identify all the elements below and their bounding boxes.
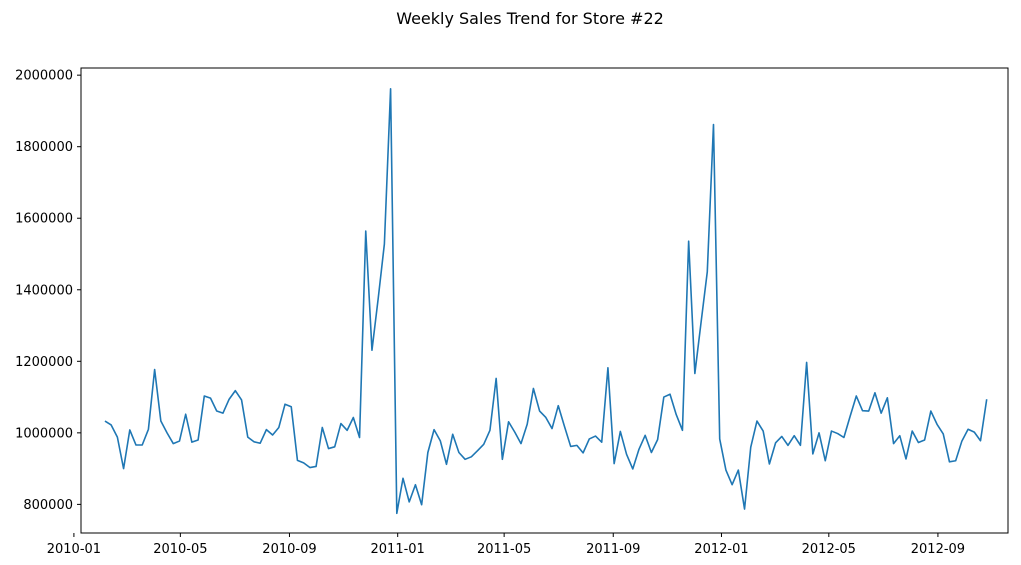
- y-tick-label: 1000000: [15, 426, 73, 441]
- x-tick-label: 2011-05: [477, 542, 531, 557]
- y-tick-label: 2000000: [15, 69, 73, 84]
- plot-frame: [80, 67, 1009, 534]
- y-tick-label: 1200000: [15, 355, 73, 370]
- x-axis: 2010-01 2010-05 2010-09 2011-01 2011-05 2011-…: [47, 533, 965, 557]
- plot-area: [104, 87, 988, 515]
- x-tick-label: 2010-09: [262, 542, 316, 557]
- x-tick-label: 2011-01: [371, 542, 425, 557]
- chart-title: Weekly Sales Trend for Store #22: [396, 9, 664, 28]
- y-tick-label: 1800000: [15, 140, 73, 155]
- y-tick-label: 800000: [23, 498, 73, 513]
- x-tick-label: 2012-09: [911, 542, 965, 557]
- sales-series-line: [104, 87, 988, 515]
- x-tick-label: 2011-09: [586, 542, 640, 557]
- y-tick-label: 1400000: [15, 283, 73, 298]
- x-tick-label: 2012-01: [694, 542, 748, 557]
- x-tick-label: 2010-05: [153, 542, 207, 557]
- x-tick-label: 2010-01: [47, 542, 101, 557]
- y-axis: 800000 1000000 1200000 1400000 1600000 180000…: [15, 69, 81, 513]
- y-tick-label: 1600000: [15, 212, 73, 227]
- x-tick-label: 2012-05: [802, 542, 856, 557]
